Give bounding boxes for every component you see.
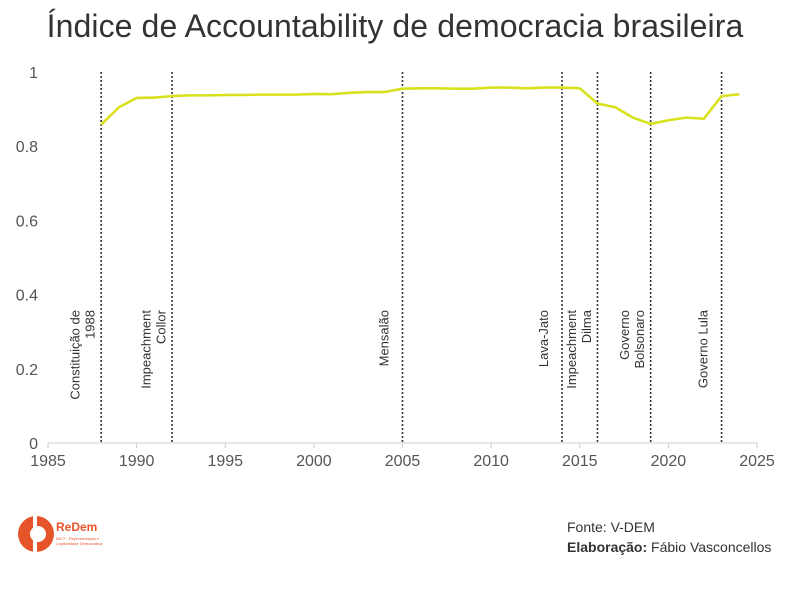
event-label-line: Governo Lula xyxy=(696,309,711,388)
event-markers: Constituição de 1988 Impeachment Collor Mens… xyxy=(68,72,723,443)
redem-logo-icon xyxy=(18,514,54,554)
event-label-line: Collor xyxy=(154,309,169,344)
x-tick-label: 2000 xyxy=(296,453,332,470)
x-tick-label: 2025 xyxy=(739,453,775,470)
y-tick-label: 0.4 xyxy=(16,288,38,305)
event-label-line: Bolsonaro xyxy=(632,310,647,369)
y-tick-label: 0 xyxy=(29,436,38,453)
event-label-line: Mensalão xyxy=(377,310,392,366)
event-label: Governo Bolsonaro xyxy=(617,310,647,369)
event-label: Lava-Jato xyxy=(536,310,551,367)
x-tick-label: 1990 xyxy=(119,453,155,470)
event-label: Impeachment Dilma xyxy=(564,309,594,389)
author-name: Fábio Vasconcellos xyxy=(651,539,772,555)
x-tick-label: 2015 xyxy=(562,453,598,470)
event-label-line: Governo xyxy=(617,310,632,360)
y-tick-label: 0.6 xyxy=(16,213,38,230)
logo-name: ReDem xyxy=(56,520,98,534)
event-label-line: Lava-Jato xyxy=(536,310,551,367)
event-label: Impeachment Collor xyxy=(139,309,169,388)
chart-title: Índice de Accountability de democracia b… xyxy=(46,8,744,44)
y-tick-label: 1 xyxy=(29,65,38,82)
accountability-line-chart: 1985 1990 1995 2000 2005 2010 2015 2020 2025 0 0.2… xyxy=(16,65,775,470)
event-label-line: 1988 xyxy=(83,310,98,339)
redem-logo: ReDem INCT - Representação e Legitimidad… xyxy=(16,510,116,558)
source-text: Fonte: V-DEM xyxy=(567,519,655,535)
event-label-line: Impeachment xyxy=(564,310,579,389)
author-line: Elaboração: Fábio Vasconcellos xyxy=(567,537,771,557)
x-tick-label: 1995 xyxy=(207,453,243,470)
event-label-line: Impeachment xyxy=(139,310,154,389)
author-label: Elaboração: xyxy=(567,539,648,555)
x-tick-label: 1985 xyxy=(30,453,66,470)
event-label: Mensalão xyxy=(377,310,392,366)
event-label-line: Constituição de xyxy=(68,310,83,400)
y-tick-label: 0.2 xyxy=(16,362,38,379)
event-label: Constituição de 1988 xyxy=(68,310,98,400)
chart-credits: Fonte: V-DEM Elaboração: Fábio Vasconcel… xyxy=(567,517,771,557)
logo-subtitle: INCT - Representação e Legitimidade Demo… xyxy=(56,536,103,546)
x-tick-label: 2020 xyxy=(651,453,687,470)
series-layer xyxy=(100,86,740,126)
event-label-line: Dilma xyxy=(579,309,594,343)
chart-axes: 1985 1990 1995 2000 2005 2010 2015 2020 2025 0 0.2… xyxy=(16,65,775,470)
y-tick-label: 0.8 xyxy=(16,139,38,156)
x-tick-label: 2010 xyxy=(473,453,509,470)
x-tick-label: 2005 xyxy=(385,453,421,470)
event-label: Governo Lula xyxy=(696,309,711,388)
series-line xyxy=(100,86,740,126)
